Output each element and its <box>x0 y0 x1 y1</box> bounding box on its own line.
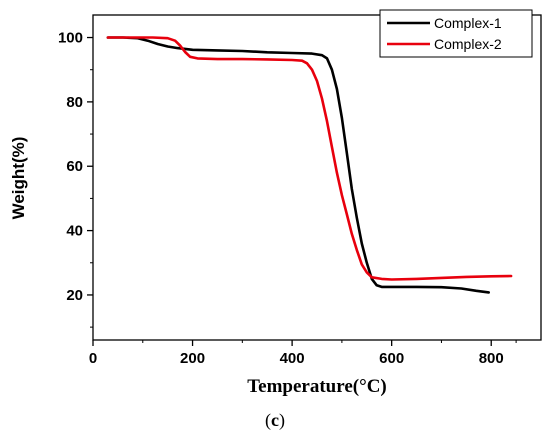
y-tick-label-40: 40 <box>66 223 83 240</box>
caption-open-paren: ( <box>265 410 271 430</box>
plot-frame <box>92 14 542 341</box>
y-axis-ticks: 20 40 60 80 100 <box>58 30 93 328</box>
series-line-complex-2 <box>106 36 513 281</box>
x-tick-label-600: 600 <box>379 350 404 367</box>
caption-letter: c <box>271 410 279 430</box>
y-tick-label-100: 100 <box>58 30 83 47</box>
x-tick-label-800: 800 <box>479 350 504 367</box>
legend-box <box>379 9 533 58</box>
y-tick-label-80: 80 <box>66 94 83 111</box>
series-layer <box>106 36 513 294</box>
legend: Complex-1 Complex-2 <box>379 9 533 58</box>
y-axis-title: Weight(%) <box>9 137 28 220</box>
x-tick-label-200: 200 <box>180 350 205 367</box>
figure-caption: (c) <box>0 410 550 431</box>
caption-close-paren: ) <box>279 410 285 430</box>
legend-label-complex-2: Complex-2 <box>434 36 502 52</box>
legend-label-complex-1: Complex-1 <box>434 15 502 31</box>
y-tick-label-60: 60 <box>66 158 83 175</box>
x-tick-label-0: 0 <box>89 350 97 367</box>
y-tick-label-20: 20 <box>66 287 83 304</box>
x-tick-label-400: 400 <box>280 350 305 367</box>
x-axis-ticks: 0 200 400 600 800 <box>89 340 517 367</box>
x-axis-title: Temperature(°C) <box>247 376 387 397</box>
series-line-complex-1 <box>106 36 490 294</box>
